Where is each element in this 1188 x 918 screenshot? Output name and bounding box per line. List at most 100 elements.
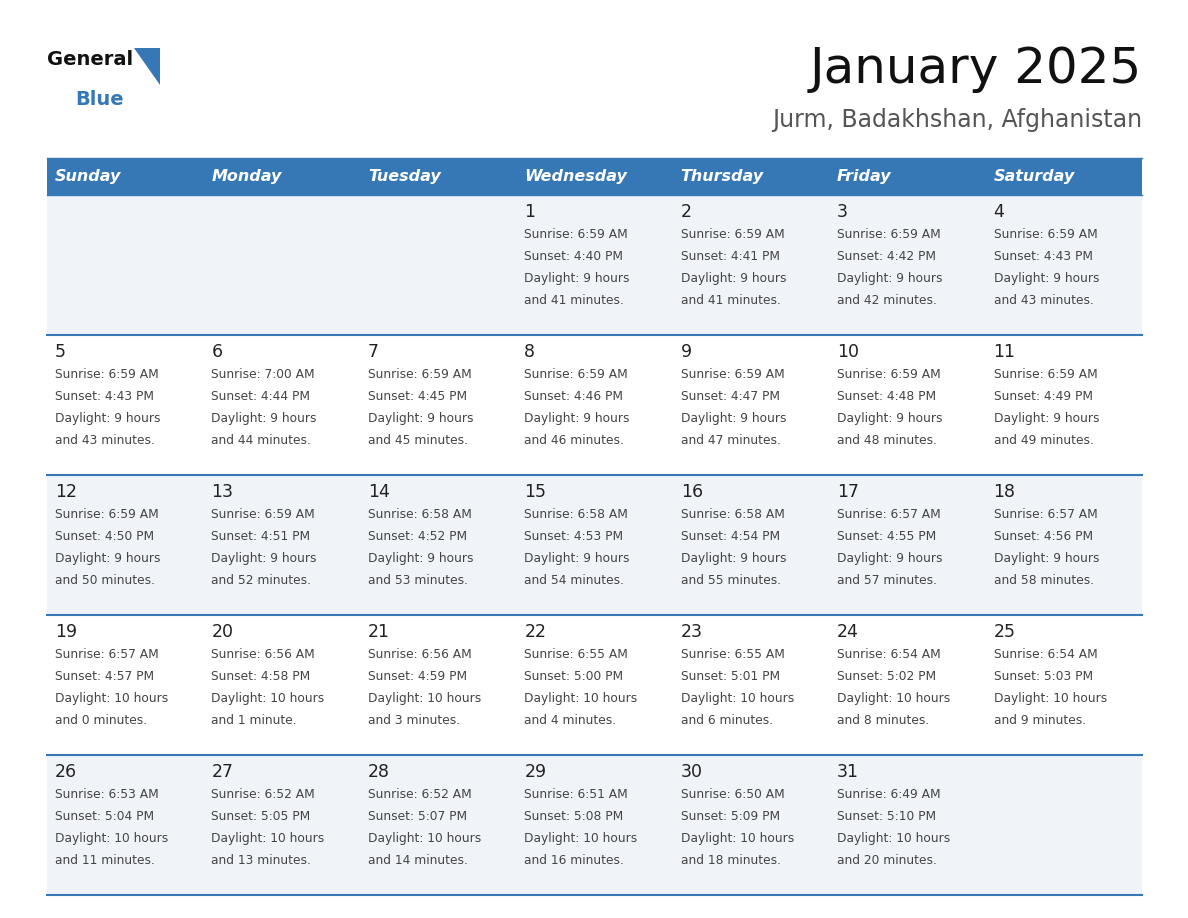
Text: and 50 minutes.: and 50 minutes. [55,574,154,587]
Bar [48,195,1142,335]
Text: Sunrise: 6:57 AM: Sunrise: 6:57 AM [993,508,1098,521]
Text: Sunset: 4:59 PM: Sunset: 4:59 PM [368,670,467,683]
Text: Sunrise: 6:54 AM: Sunrise: 6:54 AM [993,648,1098,661]
Text: Daylight: 10 hours: Daylight: 10 hours [524,692,638,705]
Text: Daylight: 9 hours: Daylight: 9 hours [55,412,160,425]
Text: Sunset: 4:43 PM: Sunset: 4:43 PM [993,250,1093,263]
Text: Daylight: 9 hours: Daylight: 9 hours [211,552,317,565]
Text: Daylight: 9 hours: Daylight: 9 hours [838,272,942,285]
Text: Daylight: 9 hours: Daylight: 9 hours [993,272,1099,285]
Text: 16: 16 [681,483,703,501]
Text: 15: 15 [524,483,546,501]
Text: Sunrise: 6:59 AM: Sunrise: 6:59 AM [368,368,472,381]
Text: 28: 28 [368,763,390,781]
Text: Sunset: 4:41 PM: Sunset: 4:41 PM [681,250,779,263]
Text: and 11 minutes.: and 11 minutes. [55,854,154,867]
Text: Daylight: 9 hours: Daylight: 9 hours [524,552,630,565]
Text: Sunrise: 6:57 AM: Sunrise: 6:57 AM [838,508,941,521]
Text: Sunrise: 6:52 AM: Sunrise: 6:52 AM [211,788,315,801]
Text: Sunset: 4:45 PM: Sunset: 4:45 PM [368,390,467,403]
Text: Daylight: 9 hours: Daylight: 9 hours [524,272,630,285]
Text: Sunset: 5:01 PM: Sunset: 5:01 PM [681,670,779,683]
Text: Daylight: 10 hours: Daylight: 10 hours [838,832,950,845]
Bar [48,615,1142,755]
Text: Sunset: 4:42 PM: Sunset: 4:42 PM [838,250,936,263]
Text: Sunrise: 6:56 AM: Sunrise: 6:56 AM [211,648,315,661]
Text: and 54 minutes.: and 54 minutes. [524,574,624,587]
Text: Daylight: 10 hours: Daylight: 10 hours [211,832,324,845]
Text: Daylight: 10 hours: Daylight: 10 hours [55,692,169,705]
Text: Daylight: 9 hours: Daylight: 9 hours [838,552,942,565]
Bar [48,335,1142,475]
Text: Daylight: 9 hours: Daylight: 9 hours [993,412,1099,425]
Text: 10: 10 [838,343,859,361]
Text: Daylight: 10 hours: Daylight: 10 hours [55,832,169,845]
Text: 8: 8 [524,343,536,361]
Text: Daylight: 10 hours: Daylight: 10 hours [368,832,481,845]
Text: Sunrise: 6:50 AM: Sunrise: 6:50 AM [681,788,784,801]
Text: 23: 23 [681,623,703,641]
Text: and 46 minutes.: and 46 minutes. [524,434,624,447]
Bar [48,475,1142,615]
Text: Sunset: 4:53 PM: Sunset: 4:53 PM [524,530,624,543]
Text: Sunrise: 6:59 AM: Sunrise: 6:59 AM [993,228,1098,241]
Text: and 47 minutes.: and 47 minutes. [681,434,781,447]
Text: Daylight: 9 hours: Daylight: 9 hours [838,412,942,425]
Text: Sunset: 5:07 PM: Sunset: 5:07 PM [368,810,467,823]
Text: Sunset: 4:57 PM: Sunset: 4:57 PM [55,670,154,683]
Text: Sunset: 4:49 PM: Sunset: 4:49 PM [993,390,1093,403]
Text: 12: 12 [55,483,77,501]
Text: Sunset: 4:44 PM: Sunset: 4:44 PM [211,390,310,403]
Text: Sunrise: 6:59 AM: Sunrise: 6:59 AM [681,228,784,241]
Text: Daylight: 9 hours: Daylight: 9 hours [993,552,1099,565]
Text: Sunrise: 6:59 AM: Sunrise: 6:59 AM [524,368,628,381]
Text: Sunrise: 6:51 AM: Sunrise: 6:51 AM [524,788,628,801]
Text: and 45 minutes.: and 45 minutes. [368,434,468,447]
Text: Sunset: 4:52 PM: Sunset: 4:52 PM [368,530,467,543]
Text: Sunset: 4:54 PM: Sunset: 4:54 PM [681,530,779,543]
Text: Daylight: 9 hours: Daylight: 9 hours [368,412,473,425]
Text: 26: 26 [55,763,77,781]
Text: Sunrise: 6:49 AM: Sunrise: 6:49 AM [838,788,941,801]
Text: Daylight: 10 hours: Daylight: 10 hours [681,692,794,705]
Text: Daylight: 9 hours: Daylight: 9 hours [681,552,786,565]
Text: and 20 minutes.: and 20 minutes. [838,854,937,867]
Text: and 6 minutes.: and 6 minutes. [681,714,773,727]
Text: 5: 5 [55,343,67,361]
Text: Sunset: 4:47 PM: Sunset: 4:47 PM [681,390,779,403]
Text: Sunset: 5:05 PM: Sunset: 5:05 PM [211,810,311,823]
Text: 7: 7 [368,343,379,361]
Text: and 8 minutes.: and 8 minutes. [838,714,929,727]
Text: Sunset: 4:51 PM: Sunset: 4:51 PM [211,530,310,543]
Text: 13: 13 [211,483,233,501]
Text: 21: 21 [368,623,390,641]
Text: Sunset: 5:04 PM: Sunset: 5:04 PM [55,810,154,823]
Text: Daylight: 9 hours: Daylight: 9 hours [368,552,473,565]
Text: Sunset: 5:09 PM: Sunset: 5:09 PM [681,810,779,823]
Text: Sunset: 4:55 PM: Sunset: 4:55 PM [838,530,936,543]
Text: Sunrise: 6:59 AM: Sunrise: 6:59 AM [524,228,628,241]
Text: 18: 18 [993,483,1016,501]
Text: Sunset: 4:40 PM: Sunset: 4:40 PM [524,250,624,263]
Text: 6: 6 [211,343,222,361]
Text: and 49 minutes.: and 49 minutes. [993,434,1093,447]
Text: Sunset: 4:50 PM: Sunset: 4:50 PM [55,530,154,543]
Text: and 55 minutes.: and 55 minutes. [681,574,781,587]
Text: Sunrise: 6:54 AM: Sunrise: 6:54 AM [838,648,941,661]
Text: 17: 17 [838,483,859,501]
Text: Daylight: 9 hours: Daylight: 9 hours [524,412,630,425]
Bar [48,158,1142,195]
Text: 20: 20 [211,623,233,641]
Text: Sunset: 4:56 PM: Sunset: 4:56 PM [993,530,1093,543]
Text: Daylight: 9 hours: Daylight: 9 hours [55,552,160,565]
Text: Saturday: Saturday [993,169,1075,184]
Text: Sunrise: 6:57 AM: Sunrise: 6:57 AM [55,648,159,661]
Text: and 43 minutes.: and 43 minutes. [993,294,1093,307]
Text: 11: 11 [993,343,1016,361]
Text: Sunrise: 6:59 AM: Sunrise: 6:59 AM [55,508,159,521]
Text: Daylight: 9 hours: Daylight: 9 hours [681,412,786,425]
Text: Daylight: 10 hours: Daylight: 10 hours [838,692,950,705]
Text: Sunset: 4:58 PM: Sunset: 4:58 PM [211,670,311,683]
Text: Wednesday: Wednesday [524,169,627,184]
Text: Sunset: 5:08 PM: Sunset: 5:08 PM [524,810,624,823]
